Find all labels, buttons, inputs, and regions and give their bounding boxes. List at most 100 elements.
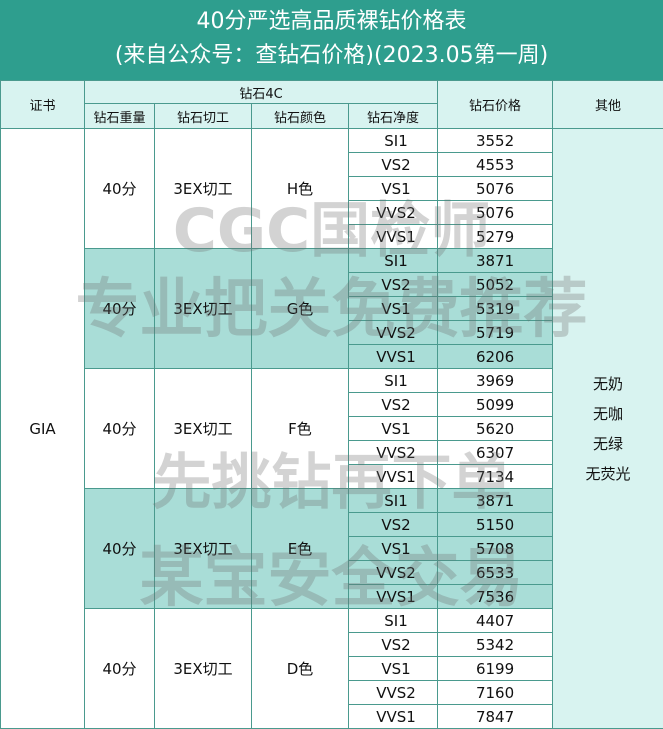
price-cell: 5076 [437, 176, 554, 201]
price-cell: 4407 [437, 608, 554, 633]
table-row: VVS2 6533 [1, 560, 663, 585]
other-cell: 无奶 无咖 无绿 无荧光 [552, 128, 663, 729]
price-cell: 5279 [437, 224, 554, 249]
price-cell: 3871 [437, 488, 554, 513]
clarity-cell: VS2 [347, 392, 439, 417]
clarity-cell: VS1 [347, 656, 439, 681]
other-note: 无奶 [593, 374, 624, 393]
table-row: VVS1 6206 [1, 344, 663, 369]
price-cell: 6533 [437, 560, 554, 585]
table-row: 40分 3EX切工 D色 SI1 4407 [1, 608, 663, 729]
clarity-cell: SI1 [347, 608, 439, 633]
clarity-cell: VVS1 [347, 584, 439, 609]
other-note: 无咖 [593, 404, 624, 423]
clarity-cell: VVS1 [347, 224, 439, 249]
table-title: 40分严选高品质裸钻价格表 (来自公众号：查钻石价格)(2023.05第一周) [0, 0, 663, 80]
clarity-cell: VVS2 [347, 200, 439, 225]
cut-cell: 3EX切工 [154, 368, 252, 489]
clarity-cell: VS1 [347, 416, 439, 441]
table-row: GIA 40分 3EX切工 H色 SI1 3552 无奶 无咖 无绿 无荧光 [0, 128, 663, 729]
other-note: 无荧光 [585, 464, 631, 483]
color-cell: D色 [251, 608, 349, 729]
table-row: VVS1 7134 [1, 464, 663, 489]
color-cell: E色 [251, 488, 349, 609]
table-row: VVS2 7160 [1, 680, 663, 705]
table-row: 40分 3EX切工 G色 SI1 3871 [1, 248, 663, 369]
price-table: 证书 钻石4C 钻石价格 其他 钻石重量 钻石切工 钻石颜色 钻石净度 GIA 4… [0, 80, 663, 729]
price-cell: 7536 [437, 584, 554, 609]
price-cell: 3871 [437, 248, 554, 273]
price-cell: 3552 [437, 128, 554, 153]
color-cell: F色 [251, 368, 349, 489]
clarity-cell: VVS1 [347, 344, 439, 369]
header-other: 其他 [552, 80, 663, 129]
clarity-cell: VVS1 [347, 704, 439, 729]
table-row: 40分 3EX切工 F色 SI1 3969 [1, 368, 663, 489]
header-clarity: 钻石净度 [347, 103, 439, 129]
price-cell: 6307 [437, 440, 554, 465]
clarity-cell: VS2 [347, 512, 439, 537]
header-price: 钻石价格 [437, 80, 554, 129]
table-row: VS1 6199 [1, 656, 663, 681]
header-cert: 证书 [0, 80, 85, 129]
price-cell: 6199 [437, 656, 554, 681]
table-row: VS1 5620 [1, 416, 663, 441]
clarity-cell: VS1 [347, 176, 439, 201]
clarity-cell: SI1 [347, 248, 439, 273]
clarity-cell: SI1 [347, 488, 439, 513]
table-row: VVS1 7847 [1, 704, 663, 729]
weight-cell: 40分 [84, 248, 155, 369]
table-row: 40分 3EX切工 E色 SI1 3871 [1, 488, 663, 609]
weight-cell: 40分 [84, 488, 155, 609]
clarity-cell: SI1 [347, 128, 439, 153]
weight-cell: 40分 [84, 368, 155, 489]
clarity-cell: VVS2 [347, 440, 439, 465]
cut-cell: 3EX切工 [154, 608, 252, 729]
clarity-cell: VVS2 [347, 320, 439, 345]
other-note: 无绿 [593, 434, 624, 453]
title-line-1: 40分严选高品质裸钻价格表 [196, 9, 467, 34]
table-row: VS2 5342 [1, 632, 663, 657]
price-cell: 5708 [437, 536, 554, 561]
price-cell: 5052 [437, 272, 554, 297]
price-cell: 5076 [437, 200, 554, 225]
price-cell: 7160 [437, 680, 554, 705]
price-cell: 7134 [437, 464, 554, 489]
clarity-cell: SI1 [347, 368, 439, 393]
clarity-cell: VS1 [347, 536, 439, 561]
clarity-cell: VS2 [347, 152, 439, 177]
price-cell: 7847 [437, 704, 554, 729]
clarity-cell: VVS2 [347, 560, 439, 585]
title-line-2: (来自公众号：查钻石价格)(2023.05第一周) [114, 43, 549, 68]
price-cell: 6206 [437, 344, 554, 369]
header-color: 钻石颜色 [251, 103, 349, 129]
clarity-cell: VVS1 [347, 464, 439, 489]
price-cell: 5319 [437, 296, 554, 321]
price-cell: 5342 [437, 632, 554, 657]
table-row: VS2 5052 [1, 272, 663, 297]
cut-cell: 3EX切工 [154, 128, 252, 249]
color-cell: H色 [251, 128, 349, 249]
table-row: VVS2 6307 [1, 440, 663, 465]
price-cell: 5620 [437, 416, 554, 441]
price-cell: 5150 [437, 512, 554, 537]
clarity-cell: VVS2 [347, 680, 439, 705]
cert-cell: GIA [0, 128, 85, 729]
price-cell: 4553 [437, 152, 554, 177]
table-row: VVS1 7536 [1, 584, 663, 609]
table-row: VVS2 5719 [1, 320, 663, 345]
clarity-cell: VS2 [347, 272, 439, 297]
price-cell: 5099 [437, 392, 554, 417]
weight-cell: 40分 [84, 128, 155, 249]
price-cell: 3969 [437, 368, 554, 393]
price-cell: 5719 [437, 320, 554, 345]
header-4c: 钻石4C [83, 80, 439, 104]
table-row: VVS2 5076 [1, 200, 663, 225]
table-row: VVS1 5279 [1, 224, 663, 249]
header-weight: 钻石重量 [84, 103, 155, 129]
clarity-cell: VS1 [347, 296, 439, 321]
clarity-cell: VS2 [347, 632, 439, 657]
header-cut: 钻石切工 [154, 103, 252, 129]
weight-cell: 40分 [84, 608, 155, 729]
cut-cell: 3EX切工 [154, 248, 252, 369]
